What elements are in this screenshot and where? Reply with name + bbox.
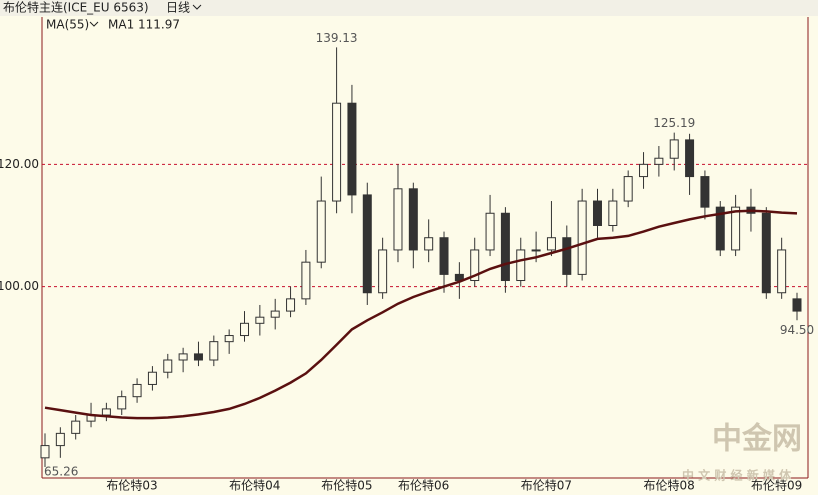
candle-body [608,200,618,226]
candle-body [623,176,633,202]
x-tick-label: 布伦特04 [229,478,280,493]
candle-body [393,188,403,251]
candle-body [669,139,679,159]
x-tick-label: 布伦特08 [644,478,695,493]
candle-body [224,335,234,343]
candle-body [439,237,449,275]
candle-body [408,188,418,251]
candle-body [378,249,388,294]
candle-body [639,163,649,178]
price-annotation: 94.50 [780,323,814,337]
price-annotation: 139.13 [316,31,358,45]
chart-title: 布伦特主连(ICE_EU 6563) [3,0,149,15]
candle-body [654,157,664,165]
x-tick-label: 布伦特06 [398,478,449,493]
candle-body [777,249,787,294]
candle-body [424,237,434,251]
candle-body [209,341,219,361]
candle-body [55,432,65,447]
candle-body [316,200,326,263]
candle-body [240,322,250,337]
candle-body [562,237,572,275]
ma-name: MA1 [108,18,134,32]
candle-body [546,237,556,251]
candle-body [685,139,695,178]
toolbar [0,0,818,16]
ma-line [44,209,798,420]
candle-body [500,212,510,282]
x-tick-label: 布伦特05 [321,478,372,493]
candle-body [101,408,111,416]
watermark: 中 文 财 经 新 媒 体 [682,468,792,483]
watermark: 中金网 [712,422,802,457]
candle-body [40,445,50,459]
candle-body [193,353,203,361]
candle-body [516,249,526,282]
candle-body [792,298,802,312]
ma-value: 111.97 [138,18,180,32]
y-tick-label: 100.00 [0,279,39,293]
candle-body [470,249,480,282]
candle-body [577,200,587,275]
x-tick-label: 布伦特03 [106,478,157,493]
candle-body [286,298,296,312]
candle-body [761,212,771,294]
candle-body [332,102,342,202]
candle-body [362,194,372,294]
candle-body [71,420,81,434]
price-annotation: 65.26 [44,465,78,479]
candle-body [700,176,710,208]
candle-body [301,261,311,300]
dropdown-icon[interactable] [89,21,99,27]
candle-body [147,371,157,385]
period-selector[interactable]: 日线 [166,1,190,15]
candle-body [731,206,741,251]
candle-body [132,383,142,398]
indicator-selector[interactable]: MA(55) [46,18,89,32]
candle-body [592,200,602,226]
candle-body [255,316,265,324]
y-tick-label: 120.00 [0,157,39,171]
candle-body [485,212,495,251]
candle-body [178,353,188,361]
candle-body [117,396,127,410]
candle-body [347,102,357,196]
x-tick-label: 布伦特07 [521,478,572,493]
candle-body [163,359,173,373]
x-tick-label: 布伦特09 [751,478,802,493]
candle-body [531,249,541,252]
price-annotation: 125.19 [653,116,695,130]
candle-body [715,206,725,251]
candle-body [270,310,280,318]
dropdown-icon[interactable] [192,4,202,10]
